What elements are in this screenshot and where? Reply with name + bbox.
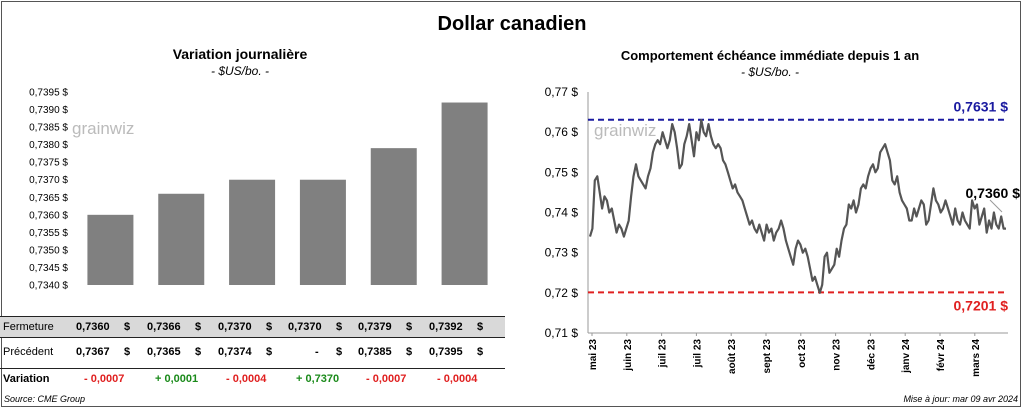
line-xtick-label: oct 23	[797, 339, 808, 368]
table-cell-unit: $	[266, 321, 273, 333]
table-cell: 0,7374	[218, 346, 252, 358]
bar-chart-units: - $US/bo. -	[210, 64, 270, 78]
high-value-label: 0,7631 $	[954, 99, 1009, 115]
line-ytick-label: 0,73 $	[545, 246, 579, 260]
bar-3	[299, 179, 346, 285]
line-ytick-label: 0,75 $	[545, 165, 579, 179]
bar-ytick-label: 0,7370 $	[29, 175, 68, 186]
line-chart-units: - $US/bo. -	[740, 65, 800, 79]
table-row-label: Fermeture	[3, 321, 54, 333]
table-cell: 0,7365	[147, 346, 181, 358]
table-cell-unit: $	[406, 346, 413, 358]
line-xtick-label: déc 23	[866, 339, 877, 371]
watermark-right: grainwiz	[594, 121, 656, 140]
bar-category-label: mai 24	[163, 298, 201, 300]
price-series-line	[588, 118, 1006, 294]
bar-ytick-label: 0,7360 $	[29, 210, 68, 221]
table-cell: 0,7370	[288, 321, 322, 333]
line-ytick-label: 0,74 $	[545, 206, 579, 220]
bar-ytick-label: 0,7340 $	[29, 281, 68, 292]
bar-ytick-label: 0,7395 $	[29, 88, 68, 99]
line-xtick-label: juil 23	[692, 339, 703, 369]
table-cell-unit: $	[406, 321, 413, 333]
table-cell-unit: $	[266, 346, 273, 358]
table-cell-unit: $	[195, 346, 202, 358]
bar-chart: grainwiz 0,7340 $ 0,7345 $ 0,7350 $ 0,7355 $…	[29, 88, 488, 300]
table-cell: 0,7366	[147, 321, 181, 333]
line-xtick-label: août 23	[727, 339, 738, 374]
table-cell-unit: $	[124, 346, 131, 358]
line-ytick-label: 0,71 $	[545, 326, 579, 340]
table-cell-variation: - 0,0004	[226, 373, 267, 385]
bar-ytick-label: 0,7365 $	[29, 193, 68, 204]
low-value-label: 0,7201 $	[954, 297, 1009, 313]
bar-0	[87, 214, 134, 285]
table-cell-unit: $	[195, 321, 202, 333]
table-cell: 0,7367	[76, 346, 110, 358]
line-xtick-label: nov 23	[832, 339, 843, 371]
line-xtick-label: mars 24	[971, 339, 982, 377]
table-cell: -	[315, 346, 319, 358]
table-row: Précédent $0,7367 $0,7365 $0,7374 $ - $0,7385 $…	[0, 342, 505, 364]
bar-chart-title: Variation journalière	[172, 46, 308, 62]
update-note: Mise à jour: mar 09 avr 2024	[903, 394, 1018, 404]
watermark-left: grainwiz	[72, 119, 134, 138]
bar-ytick-label: 0,7385 $	[29, 123, 68, 134]
table-cell: 0,7360	[76, 321, 110, 333]
line-ytick-label: 0,77 $	[545, 85, 579, 99]
line-ytick-label: 0,76 $	[545, 125, 579, 139]
bar-ytick-label: 0,7375 $	[29, 158, 68, 169]
bar-5	[441, 102, 488, 285]
line-xtick-label: juin 23	[623, 339, 634, 372]
table-cell-unit: $	[477, 321, 484, 333]
last-value-label: 0,7360 $	[966, 185, 1021, 201]
table-cell-unit: $	[336, 321, 343, 333]
line-xtick-label: janv 24	[901, 339, 912, 374]
bar-category-label: avr 24	[93, 298, 128, 300]
bar-ytick-label: 0,7355 $	[29, 228, 68, 239]
table-cell-unit: $	[124, 321, 131, 333]
table-cell-variation: - 0,0004	[437, 373, 478, 385]
bar-4	[370, 148, 417, 285]
table-cell: 0,7370	[218, 321, 252, 333]
line-xtick-label: mai 23	[588, 339, 599, 371]
table-cell-variation: + 0,0001	[155, 373, 199, 385]
bar-2	[229, 179, 276, 285]
table-row-label: Variation	[3, 373, 50, 385]
bar-category-label: sept 24	[373, 298, 415, 300]
table-row: Fermeture $0,7360 $0,7366 $0,7370 $0,7370 $0,…	[0, 316, 505, 338]
table-cell: 0,7385	[358, 346, 392, 358]
table-cell-unit: $	[336, 346, 343, 358]
line-xtick-label: févr 24	[936, 339, 947, 372]
bar-ytick-label: 0,7345 $	[29, 263, 68, 274]
line-xtick-label: juil 23	[658, 339, 669, 369]
bar-category-label: juil 24	[305, 298, 340, 300]
table-cell-unit: $	[477, 346, 484, 358]
table-cell-variation: - 0,0007	[366, 373, 407, 385]
bar-ytick-label: 0,7390 $	[29, 105, 68, 116]
table-cell: 0,7395	[429, 346, 463, 358]
bar-ytick-label: 0,7380 $	[29, 140, 68, 151]
table-row: Variation - 0,0007 + 0,0001 - 0,0004 + 0,737…	[0, 368, 505, 391]
table-row-label: Précédent	[3, 346, 54, 358]
table-cell: 0,7379	[358, 321, 392, 333]
line-xtick-label: sept 23	[762, 339, 773, 374]
table-cell-variation: + 0,7370	[296, 373, 340, 385]
bar-category-label: juin 24	[232, 298, 271, 300]
bar-ytick-label: 0,7350 $	[29, 245, 68, 256]
last-value-leader	[989, 199, 1003, 213]
table-cell-variation: - 0,0007	[84, 373, 125, 385]
line-ytick-label: 0,72 $	[545, 286, 579, 300]
source-note: Source: CME Group	[4, 394, 86, 404]
bar-category-label: déc 24	[446, 298, 484, 300]
page-title: Dollar canadien	[437, 13, 587, 35]
bar-1	[158, 193, 205, 285]
table-cell: 0,7392	[429, 321, 463, 333]
line-chart-title: Comportement échéance immédiate depuis 1…	[620, 48, 920, 63]
